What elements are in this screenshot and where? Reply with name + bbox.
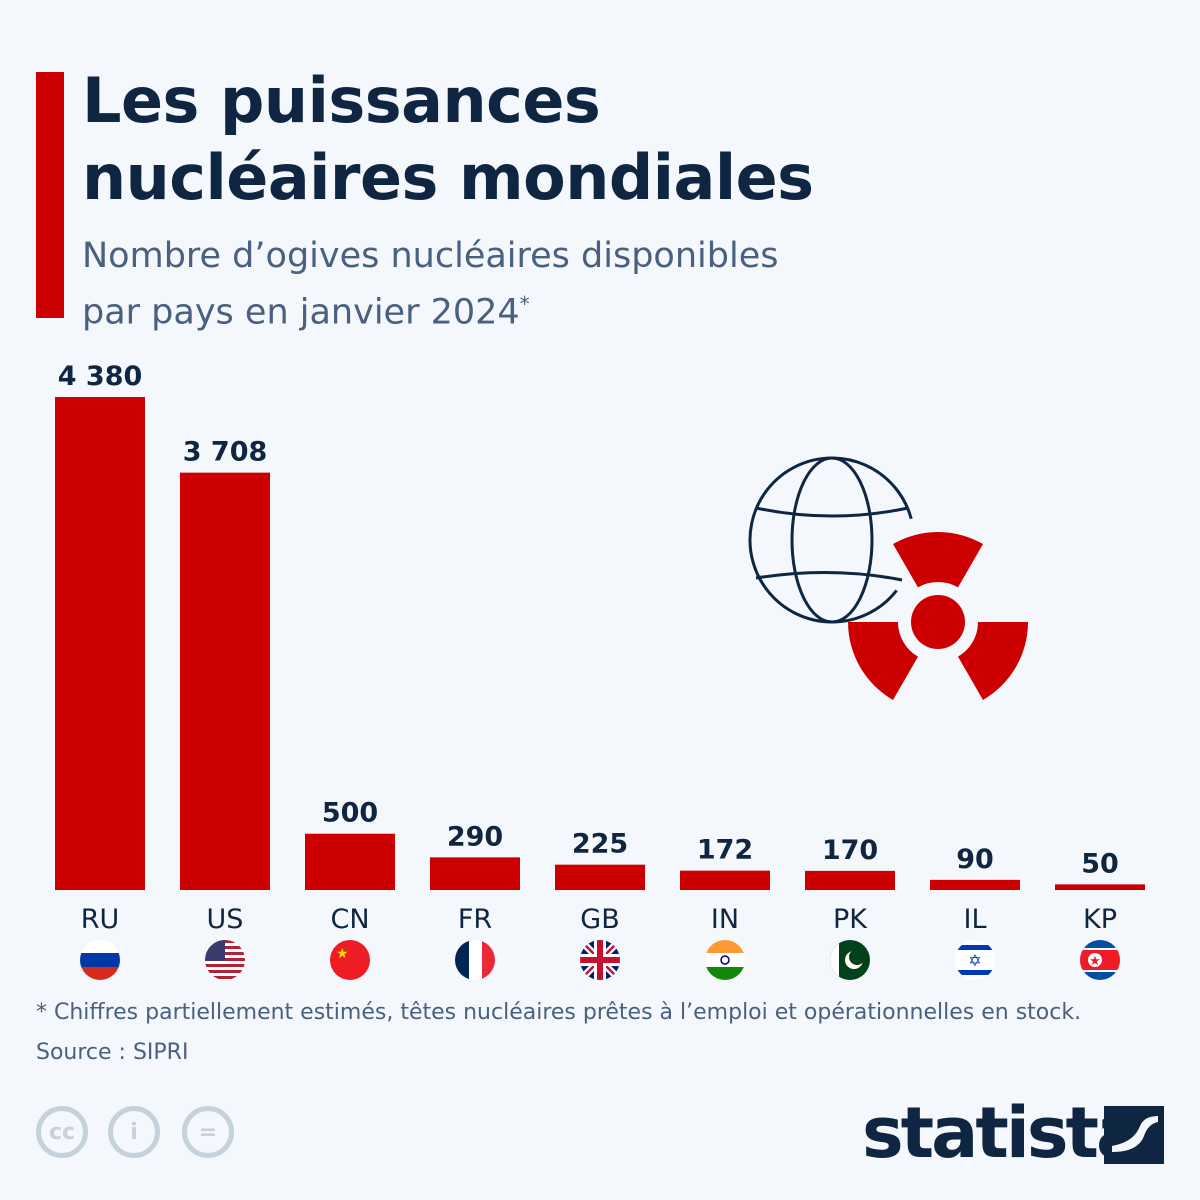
bar-chart: 4 380 RU 3 708 US 500 CN ★ 290 FR 225 GB 172 IN 170 PK… <box>55 361 1145 980</box>
no-derivatives-icon: = <box>182 1106 234 1158</box>
title-line-2: nucléaires mondiales <box>82 141 814 214</box>
value-label: 50 <box>1081 848 1119 879</box>
bar-IL <box>930 879 1020 890</box>
uk-flag-icon <box>580 940 620 980</box>
globe-icon <box>748 456 913 624</box>
page-title: Les puissances nucléaires mondiales <box>82 62 814 216</box>
russia-flag-icon <box>80 940 120 980</box>
bar-RU <box>55 397 145 890</box>
source: Source : SIPRI <box>36 1040 189 1065</box>
footnote-mark: * <box>519 292 530 316</box>
footnote: * Chiffres partiellement estimés, têtes … <box>36 1000 1082 1025</box>
usa-flag-icon <box>205 940 245 980</box>
value-label: 172 <box>697 835 753 866</box>
category-label: IN <box>711 904 739 935</box>
israel-flag-icon: ✡ <box>955 940 995 980</box>
france-flag-icon <box>455 940 495 980</box>
bar-IN <box>680 870 770 890</box>
category-label: US <box>207 904 244 935</box>
svg-text:✡: ✡ <box>968 951 981 970</box>
india-flag-icon <box>705 940 745 980</box>
bar-FR <box>430 857 520 890</box>
category-label: PK <box>833 904 868 935</box>
value-label: 225 <box>572 829 628 860</box>
title-accent-bar <box>36 72 64 318</box>
category-label: RU <box>81 904 120 935</box>
value-label: 170 <box>822 835 878 866</box>
value-label: 4 380 <box>58 361 143 392</box>
svg-text:★: ★ <box>336 946 349 962</box>
bar-CN <box>305 833 395 890</box>
bar-PK <box>805 870 895 890</box>
subtitle: Nombre d’ogives nucléaires disponibles p… <box>82 232 778 337</box>
pakistan-flag-icon <box>830 940 870 980</box>
category-label: FR <box>458 904 492 935</box>
value-label: 500 <box>322 798 378 829</box>
china-flag-icon: ★ <box>330 940 370 980</box>
bar-US <box>180 472 270 890</box>
category-label: IL <box>963 904 986 935</box>
north-korea-flag-icon: ★ <box>1080 940 1120 980</box>
svg-text:★: ★ <box>1089 954 1101 969</box>
subtitle-line-1: Nombre d’ogives nucléaires disponibles <box>82 236 779 276</box>
value-label: 3 708 <box>183 437 268 468</box>
value-label: 290 <box>447 821 503 852</box>
category-label: KP <box>1083 904 1117 935</box>
cc-icon: cc <box>36 1106 88 1158</box>
category-label: CN <box>330 904 369 935</box>
category-label: GB <box>580 904 619 935</box>
statista-logo: statista <box>862 1092 1143 1174</box>
bar-KP <box>1055 884 1145 890</box>
attribution-icon: i <box>108 1106 160 1158</box>
title-line-1: Les puissances <box>82 64 601 137</box>
statista-logo-mark <box>1104 1106 1164 1164</box>
subtitle-line-2: par pays en janvier 2024 <box>82 292 520 333</box>
value-label: 90 <box>956 844 994 875</box>
radiation-icon <box>848 532 1028 700</box>
bar-GB <box>555 864 645 890</box>
